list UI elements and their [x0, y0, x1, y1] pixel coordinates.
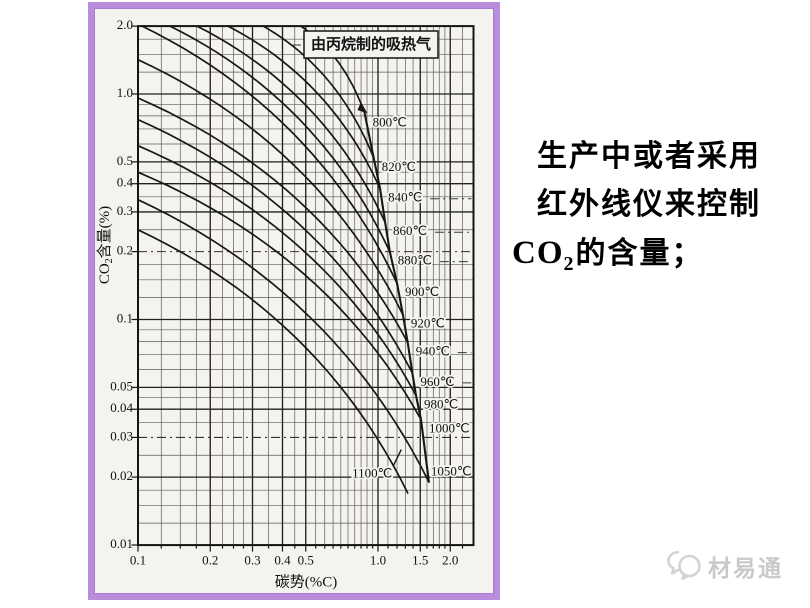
svg-text:由丙烷制的吸热气: 由丙烷制的吸热气: [311, 35, 431, 53]
svg-text:0.03: 0.03: [110, 428, 133, 443]
svg-text:0.3: 0.3: [244, 552, 260, 567]
svg-text:960℃: 960℃: [420, 374, 454, 389]
svg-text:2.0: 2.0: [117, 17, 133, 32]
svg-text:900℃: 900℃: [405, 284, 439, 299]
svg-text:0.3: 0.3: [117, 203, 133, 218]
svg-text:1.0: 1.0: [370, 552, 386, 567]
svg-text:0.4: 0.4: [274, 552, 291, 567]
svg-text:0.1: 0.1: [130, 552, 146, 567]
svg-text:0.5: 0.5: [117, 153, 133, 168]
svg-text:840℃: 840℃: [388, 190, 422, 205]
svg-text:1.0: 1.0: [117, 85, 133, 100]
caption-co2-suffix: 的含量；: [575, 237, 704, 270]
svg-text:0.1: 0.1: [117, 310, 133, 325]
caption-line-2: 红外线仪来控制: [537, 188, 761, 221]
svg-text:0.2: 0.2: [117, 243, 133, 258]
svg-text:0.04: 0.04: [110, 400, 133, 415]
svg-text:860℃: 860℃: [393, 223, 427, 238]
svg-text:2.0: 2.0: [442, 552, 458, 567]
svg-text:1100℃: 1100℃: [352, 466, 392, 481]
watermark: 材易通: [666, 549, 783, 583]
svg-text:1.5: 1.5: [412, 552, 428, 567]
svg-text:0.02: 0.02: [110, 468, 133, 483]
watermark-logo-icon: [667, 550, 701, 581]
svg-text:0.5: 0.5: [298, 552, 314, 567]
caption-text-block: 生产中或者采用 红外线仪来控制 CO2的含量；: [512, 133, 804, 288]
caption-line-1: 生产中或者采用: [537, 140, 761, 173]
svg-text:940℃: 940℃: [416, 344, 450, 359]
co2-chart-figure: 800℃ 820℃ 840℃ 860℃ 880℃ 900℃ 920℃ 940℃ 960℃ 980℃…: [88, 2, 500, 600]
svg-text:980℃: 980℃: [424, 397, 458, 412]
caption-line-3: CO2的含量；: [512, 229, 804, 288]
svg-text:1050℃: 1050℃: [431, 463, 472, 478]
watermark-text: 材易通: [708, 555, 783, 581]
svg-text:880℃: 880℃: [398, 253, 432, 268]
svg-text:0.01: 0.01: [110, 536, 133, 551]
svg-text:1000℃: 1000℃: [429, 421, 470, 436]
svg-text:0.05: 0.05: [110, 378, 133, 393]
svg-text:0.4: 0.4: [117, 175, 134, 190]
caption-co2-subscript: 2: [563, 253, 576, 275]
svg-text:820℃: 820℃: [382, 159, 416, 174]
svg-text:CO2含量(%): CO2含量(%): [96, 206, 115, 284]
svg-text:0.2: 0.2: [202, 552, 218, 567]
svg-text:碳势(%C): 碳势(%C): [275, 573, 338, 590]
svg-text:800℃: 800℃: [373, 114, 407, 129]
svg-text:920℃: 920℃: [411, 316, 445, 331]
co2-vs-carbon-potential-chart: 800℃ 820℃ 840℃ 860℃ 880℃ 900℃ 920℃ 940℃ 960℃ 980℃…: [96, 17, 475, 590]
caption-co2-text: CO: [512, 235, 564, 271]
